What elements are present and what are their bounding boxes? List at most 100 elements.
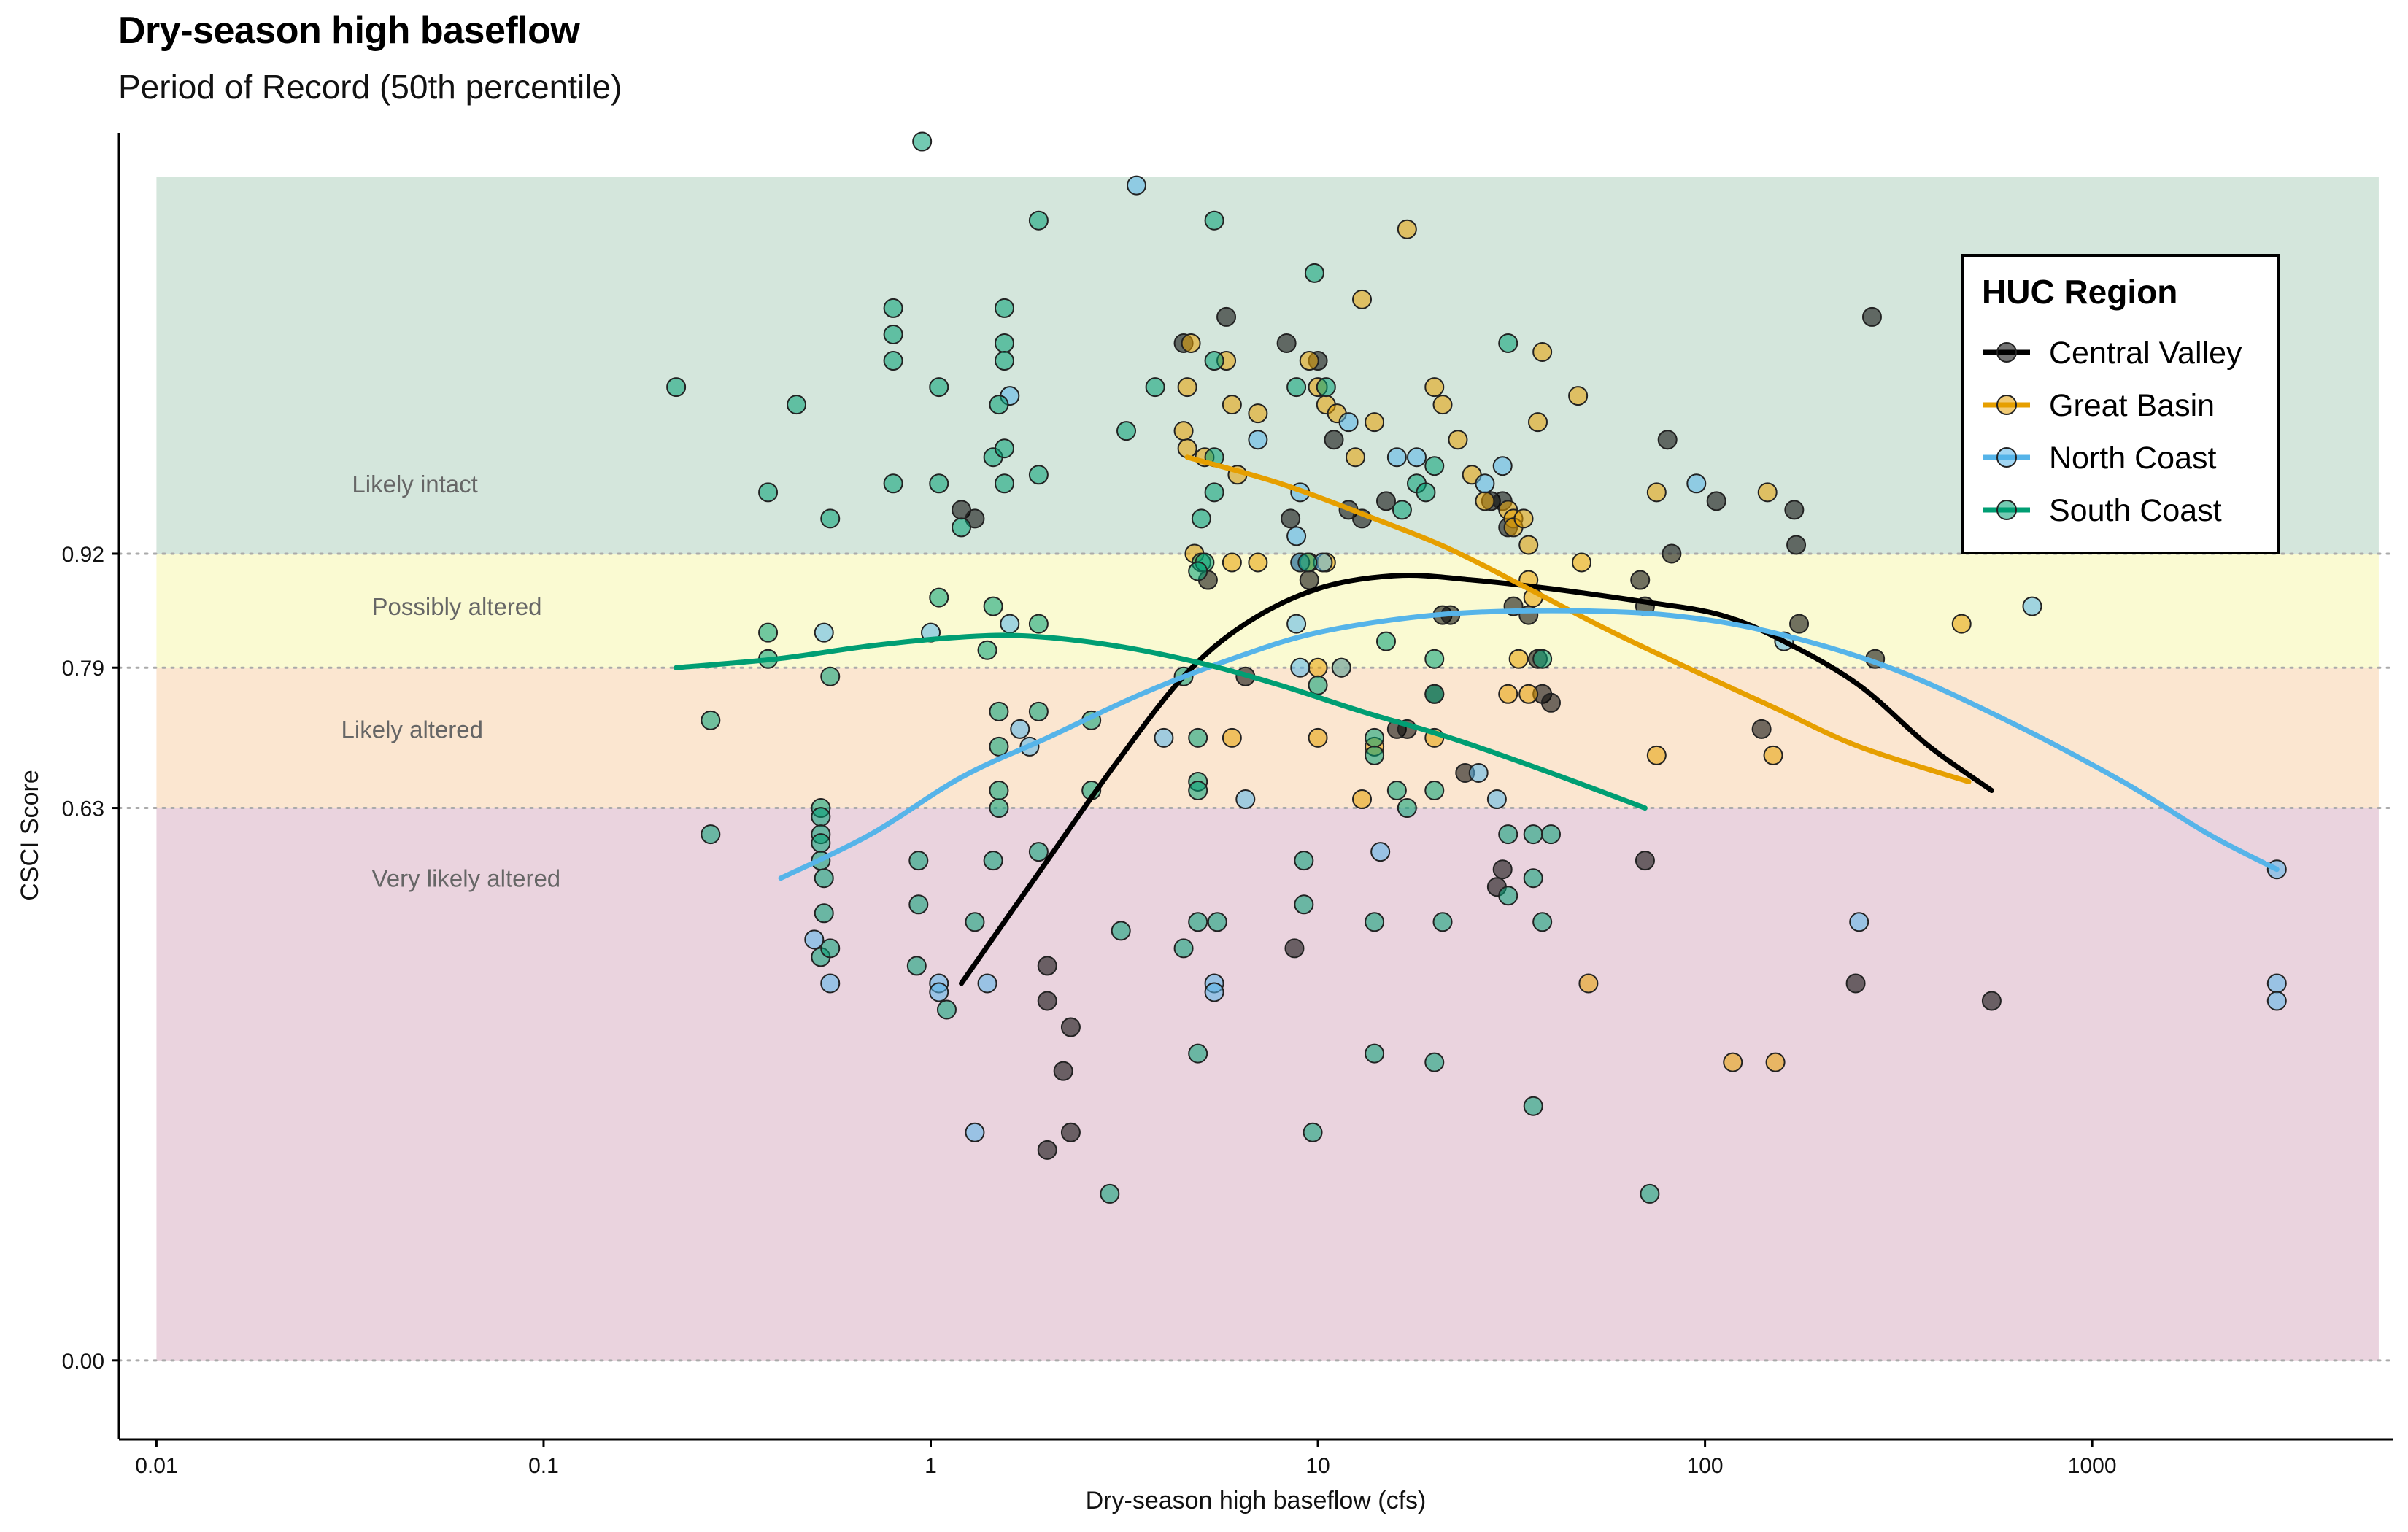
data-point — [908, 894, 929, 915]
data-point — [1424, 781, 1445, 801]
data-point — [814, 622, 834, 643]
data-point — [1757, 482, 1778, 503]
data-point — [820, 973, 841, 994]
x-tick-label: 0.1 — [528, 1454, 559, 1478]
data-point — [1424, 456, 1445, 476]
band-label-possibly-altered: Possibly altered — [372, 593, 542, 620]
data-point — [1406, 447, 1427, 468]
data-point — [1345, 447, 1365, 468]
band-label-very-likely-altered: Very likely altered — [372, 865, 561, 892]
data-point — [1518, 684, 1539, 704]
scatter-points — [666, 131, 2287, 1204]
data-point — [1100, 1183, 1120, 1204]
y-tick-label: 0.79 — [62, 657, 104, 681]
data-point — [811, 833, 831, 854]
data-point — [1646, 745, 1667, 765]
data-point — [1181, 333, 1201, 353]
series-central-valley — [952, 306, 2002, 1160]
data-point — [2266, 991, 2287, 1011]
data-point — [1028, 465, 1049, 485]
data-point — [1222, 395, 1242, 415]
data-point — [1281, 508, 1301, 529]
data-point — [1290, 657, 1311, 678]
data-point — [1845, 973, 1866, 994]
data-point — [1294, 894, 1314, 915]
data-point — [1352, 289, 1373, 309]
data-point — [1060, 1122, 1081, 1142]
data-point — [1578, 973, 1599, 994]
smooth-line-north-coast — [778, 608, 2280, 881]
legend-item-central-valley: Central Valley — [1983, 336, 2242, 371]
data-point — [701, 710, 721, 730]
smooth-lines — [674, 454, 2280, 986]
data-point — [1173, 938, 1194, 959]
data-point — [1037, 956, 1057, 976]
axes: 0.00 0.63 0.79 0.92 0.01 0.1 1 10 100 1000 — [62, 133, 2393, 1478]
y-tick-label: 0.00 — [62, 1350, 104, 1374]
legend: HUC Region Central Valley Great Basin Nort… — [1961, 254, 2280, 554]
y-tick-label: 0.92 — [62, 543, 104, 567]
data-point — [1532, 912, 1553, 932]
y-axis-title: CSCI Score — [16, 770, 44, 901]
data-point — [1037, 1140, 1057, 1160]
data-point — [1116, 421, 1137, 441]
data-point — [1375, 491, 1396, 511]
data-point — [1568, 386, 1589, 406]
data-point — [983, 851, 1003, 871]
data-point — [820, 938, 841, 959]
data-point — [1188, 781, 1208, 801]
data-point — [994, 298, 1014, 318]
data-point — [1523, 824, 1543, 845]
data-point — [1365, 1043, 1385, 1064]
data-point — [1424, 377, 1445, 398]
data-point — [929, 587, 949, 608]
data-point — [1416, 482, 1436, 503]
data-point — [1286, 614, 1307, 634]
data-point — [1303, 1122, 1323, 1142]
data-point — [1010, 719, 1030, 739]
data-point — [1286, 526, 1307, 546]
data-point — [814, 868, 834, 889]
data-point — [977, 640, 997, 660]
data-point — [666, 377, 687, 398]
data-point — [1299, 570, 1319, 590]
legend-key-point — [1996, 500, 2017, 520]
data-point — [1308, 727, 1328, 748]
data-point — [1216, 306, 1237, 327]
data-point — [1365, 745, 1385, 765]
data-point — [1981, 991, 2002, 1011]
data-point — [936, 999, 957, 1020]
data-point — [1424, 1052, 1445, 1072]
data-point — [1392, 500, 1412, 520]
data-point — [1397, 798, 1417, 819]
series-south-coast — [666, 131, 1660, 1204]
data-point — [1432, 395, 1453, 415]
data-point — [1324, 430, 1344, 450]
data-point — [1338, 412, 1359, 433]
data-point — [1308, 657, 1328, 678]
data-point — [1424, 684, 1445, 704]
data-point — [883, 324, 903, 344]
data-point — [1297, 552, 1318, 573]
x-tick-label: 0.01 — [135, 1454, 177, 1478]
data-point — [1475, 491, 1495, 511]
data-point — [1475, 473, 1495, 494]
data-point — [1111, 921, 1131, 941]
data-point — [1204, 210, 1224, 231]
data-point — [1424, 649, 1445, 669]
data-point — [1640, 1183, 1660, 1204]
data-point — [1053, 1061, 1073, 1081]
data-point — [1248, 552, 1268, 573]
data-point — [1397, 219, 1417, 239]
data-point — [994, 473, 1014, 494]
data-point — [814, 903, 834, 924]
data-point — [994, 333, 1014, 353]
data-point — [994, 438, 1014, 459]
data-point — [965, 912, 985, 932]
data-point — [994, 351, 1014, 371]
data-point — [1188, 1043, 1208, 1064]
data-point — [929, 377, 949, 398]
data-point — [989, 395, 1009, 415]
smooth-line-great-basin — [1184, 454, 1972, 784]
data-point — [1188, 561, 1208, 581]
